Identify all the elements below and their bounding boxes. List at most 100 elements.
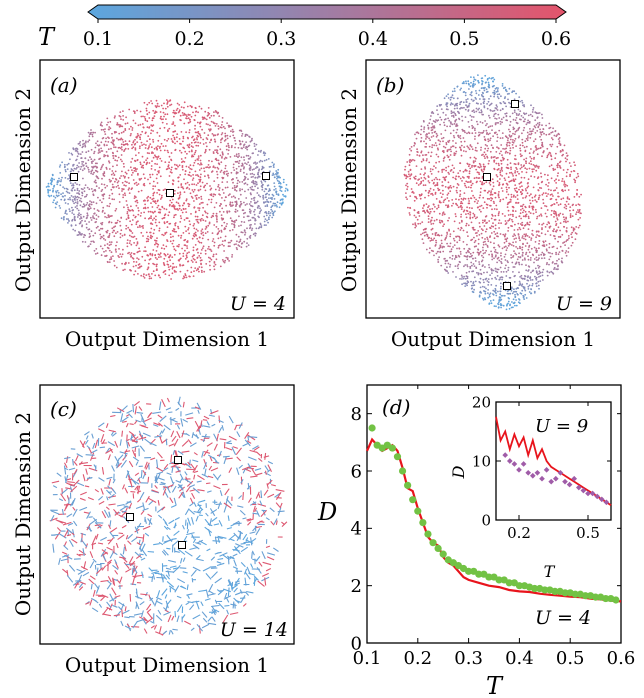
embedding-point: [542, 222, 545, 225]
embedding-point: [498, 183, 501, 186]
embedding-point: [166, 113, 169, 116]
embedding-point: [76, 189, 79, 192]
embedding-point: [454, 213, 457, 215]
embedding-point: [136, 184, 138, 187]
embedding-point: [505, 186, 508, 189]
embedding-point: [242, 209, 245, 212]
embedding-point: [84, 157, 87, 160]
embedding-point: [277, 168, 280, 171]
embedding-point: [458, 198, 460, 201]
embedding-point: [430, 239, 433, 242]
embedding-point: [156, 182, 159, 184]
embedding-point: [238, 159, 241, 162]
embedding-point: [489, 274, 491, 276]
embedding-point: [512, 302, 515, 305]
embedding-point: [450, 150, 452, 153]
embedding-point: [172, 183, 174, 186]
embedding-point: [574, 179, 577, 182]
embedding-point: [406, 161, 409, 163]
embedding-point: [205, 123, 208, 125]
embedding-point: [126, 245, 129, 248]
embedding-point: [90, 161, 93, 163]
embedding-point: [265, 224, 267, 227]
embedding-point: [169, 199, 172, 202]
embedding-point: [251, 185, 254, 188]
embedding-point: [500, 159, 502, 162]
embedding-point: [155, 250, 158, 252]
embedding-point: [69, 182, 72, 185]
embedding-point: [221, 243, 224, 246]
embedding-point: [143, 182, 146, 185]
embedding-point: [459, 162, 461, 165]
embedding-point: [193, 200, 195, 202]
embedding-point: [446, 105, 448, 108]
embedding-point: [510, 168, 512, 171]
embedding-point: [247, 154, 250, 157]
embedding-point: [558, 142, 561, 145]
embedding-point: [108, 244, 111, 247]
embedding-point: [143, 184, 146, 187]
embedding-point: [194, 124, 197, 127]
embedding-point: [509, 303, 511, 306]
embedding-point: [199, 134, 202, 137]
embedding-point: [200, 241, 203, 244]
embedding-point: [140, 231, 143, 234]
embedding-point: [496, 252, 499, 254]
embedding-point: [445, 103, 448, 106]
embedding-point: [221, 117, 224, 119]
embedding-point: [181, 186, 184, 189]
embedding-point: [450, 110, 453, 113]
embedding-point: [534, 138, 537, 141]
embedding-point: [83, 167, 86, 170]
embedding-point: [500, 168, 503, 171]
embedding-point: [492, 185, 495, 188]
embedding-point: [478, 81, 480, 84]
embedding-point: [227, 245, 230, 248]
embedding-point: [484, 138, 487, 141]
embedding-point: [69, 170, 72, 173]
embedding-point: [147, 135, 150, 138]
embedding-point: [517, 127, 520, 130]
embedding-point: [459, 250, 462, 253]
embedding-point: [482, 95, 485, 98]
embedding-point: [514, 293, 516, 296]
embedding-point: [240, 129, 242, 132]
embedding-point: [519, 118, 521, 121]
embedding-point: [461, 115, 463, 118]
embedding-point: [508, 152, 511, 155]
embedding-point: [104, 216, 106, 218]
embedding-point: [500, 166, 503, 169]
embedding-point: [224, 138, 227, 141]
embedding-point: [229, 245, 231, 248]
embedding-point: [541, 124, 543, 127]
embedding-point: [535, 211, 537, 214]
embedding-point: [422, 184, 425, 187]
embedding-point: [217, 184, 220, 186]
embedding-point: [76, 216, 79, 218]
embedding-point: [101, 194, 104, 196]
embedding-point: [145, 240, 148, 243]
embedding-point: [269, 189, 271, 192]
embedding-point: [279, 187, 282, 189]
embedding-point: [495, 107, 498, 110]
embedding-point: [572, 229, 575, 232]
embedding-point: [477, 108, 479, 111]
embedding-point: [149, 182, 151, 185]
embedding-point: [239, 188, 241, 190]
embedding-point: [215, 159, 218, 162]
embedding-point: [145, 131, 147, 134]
embedding-point: [138, 178, 141, 180]
embedding-point: [260, 226, 263, 229]
embedding-point: [487, 278, 490, 280]
embedding-point: [461, 107, 464, 109]
embedding-point: [249, 169, 252, 172]
embedding-point: [94, 169, 97, 172]
embedding-point: [495, 284, 497, 287]
embedding-point: [476, 206, 479, 209]
embedding-point: [195, 174, 197, 177]
embedding-point: [535, 145, 537, 147]
embedding-point: [117, 146, 120, 149]
embedding-point: [540, 215, 543, 217]
embedding-point: [222, 217, 225, 220]
embedding-point: [541, 223, 543, 226]
